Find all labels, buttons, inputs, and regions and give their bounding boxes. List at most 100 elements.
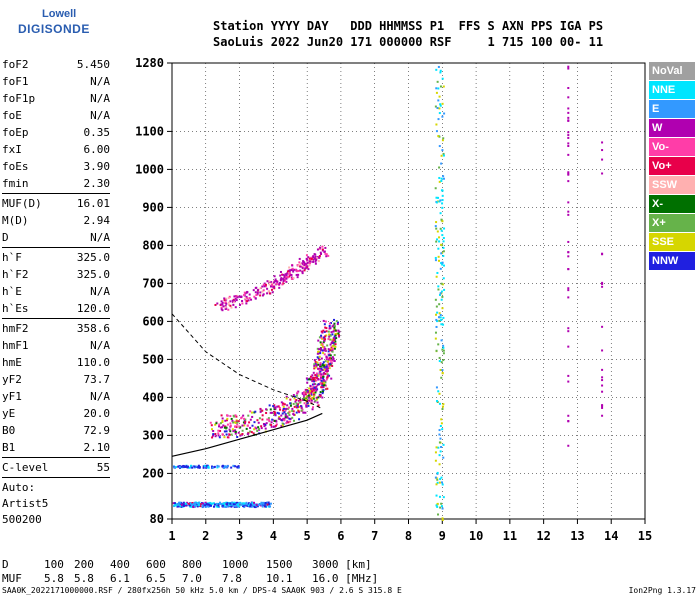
f2-echo (324, 326, 327, 329)
es-second-echo (174, 466, 177, 469)
f2-echo (293, 397, 296, 400)
f2-echo (311, 397, 314, 400)
param-row: h`F2 325.0 (2, 266, 110, 283)
legend-item-noval: NoVal (649, 62, 695, 81)
f2-second-hop-echo (283, 274, 286, 277)
interference-echo (441, 483, 444, 486)
f2-echo (249, 418, 252, 421)
interference-echo (440, 339, 443, 342)
f2-echo (313, 383, 316, 386)
f2-second-hop-echo (316, 248, 319, 251)
dmuf-value: 600 (146, 558, 166, 571)
f2-echo (331, 356, 334, 359)
f2-echo (312, 397, 315, 400)
interference-echo (439, 292, 442, 295)
f2-echo (333, 359, 336, 362)
param-row: MUF(D) 16.01 (2, 195, 110, 212)
header-line1: Station YYYY DAY DDD HHMMSS P1 FFS S AXN… (213, 19, 604, 33)
interference-echo (438, 107, 441, 110)
f2-second-hop-echo (229, 300, 232, 303)
f2-echo (319, 348, 322, 351)
f2-echo (270, 425, 273, 428)
param-row: foEs 3.90 (2, 158, 110, 175)
f2-second-hop-echo (299, 263, 302, 266)
f2-echo (221, 421, 224, 424)
auto-line1: Auto: (2, 481, 36, 494)
f2-echo (306, 389, 309, 392)
param-value: N/A (90, 285, 110, 298)
f2-echo (242, 421, 245, 424)
f2-echo (274, 413, 277, 416)
legend-item-vo: Vo- (649, 138, 695, 157)
dmuf-value: 16.0 [MHz] (312, 572, 379, 585)
f2-second-hop-echo (298, 257, 301, 260)
interference-echo (442, 316, 445, 319)
f2-echo (304, 388, 307, 391)
param-value: N/A (90, 75, 110, 88)
es-echo (269, 505, 272, 508)
f2-echo (233, 421, 236, 424)
f2-echo (321, 331, 324, 334)
interference-echo (437, 390, 440, 393)
interference-echo (437, 196, 440, 199)
interference-echo (442, 240, 445, 243)
interference-echo (434, 225, 437, 228)
f2-echo (249, 410, 252, 413)
f2-echo (289, 404, 292, 407)
es-echo (231, 501, 234, 504)
es-echo (226, 503, 229, 506)
param-separator (2, 477, 110, 478)
es-echo (188, 502, 191, 505)
x-tick-label: 8 (405, 529, 412, 543)
f2-second-hop-echo (268, 280, 271, 283)
es-echo (225, 501, 228, 504)
f2-second-hop-echo (303, 262, 306, 265)
legend-item-e: E (649, 100, 695, 119)
y-tick-label: 200 (142, 466, 164, 480)
es-echo (240, 503, 243, 506)
f2-second-hop-echo (245, 302, 248, 305)
param-row: M(D) 2.94 (2, 212, 110, 229)
f2-second-hop-echo (279, 270, 282, 273)
param-value: 325.0 (76, 251, 110, 264)
f2-second-hop-echo (289, 274, 292, 277)
interference-echo (441, 372, 444, 375)
f2-second-hop-echo (271, 283, 274, 286)
footer-version: Ion2Png 1.3.17 (628, 586, 696, 595)
f2-echo (238, 425, 241, 428)
f2-echo (253, 421, 256, 424)
f2-echo (292, 402, 295, 405)
f2-echo (292, 419, 295, 422)
interference-echo (434, 298, 437, 301)
f2-second-hop-echo (290, 276, 293, 279)
es-echo (217, 504, 220, 507)
interference-echo (435, 349, 438, 352)
f2-echo (275, 423, 278, 426)
f2-echo (303, 397, 306, 400)
f2-echo (319, 375, 322, 378)
f2-second-hop-echo (323, 250, 326, 253)
f2-second-hop-echo (216, 302, 219, 305)
f2-echo (240, 417, 243, 420)
param-row: yF2 73.7 (2, 371, 110, 388)
interference-echo (440, 290, 443, 293)
y-tick-label: 1000 (135, 162, 164, 176)
interference-echo (438, 236, 441, 239)
param-value: N/A (90, 109, 110, 122)
interference-echo (438, 429, 441, 432)
f2-echo (311, 406, 314, 409)
es-echo (231, 504, 234, 507)
f2-second-hop-echo (233, 300, 236, 303)
electron-density-profile (171, 412, 323, 457)
f2-echo (248, 421, 251, 424)
interference-echo (434, 105, 437, 108)
interference-echo (438, 454, 441, 457)
f2-echo (226, 423, 229, 426)
f2-second-hop-echo (256, 293, 259, 296)
param-name: hmF1 (2, 339, 29, 352)
es-echo (211, 502, 214, 505)
f2-echo (214, 433, 217, 436)
param-name: fxI (2, 143, 22, 156)
x-tick-label: 2 (202, 529, 209, 543)
legend-item-vo: Vo+ (649, 157, 695, 176)
